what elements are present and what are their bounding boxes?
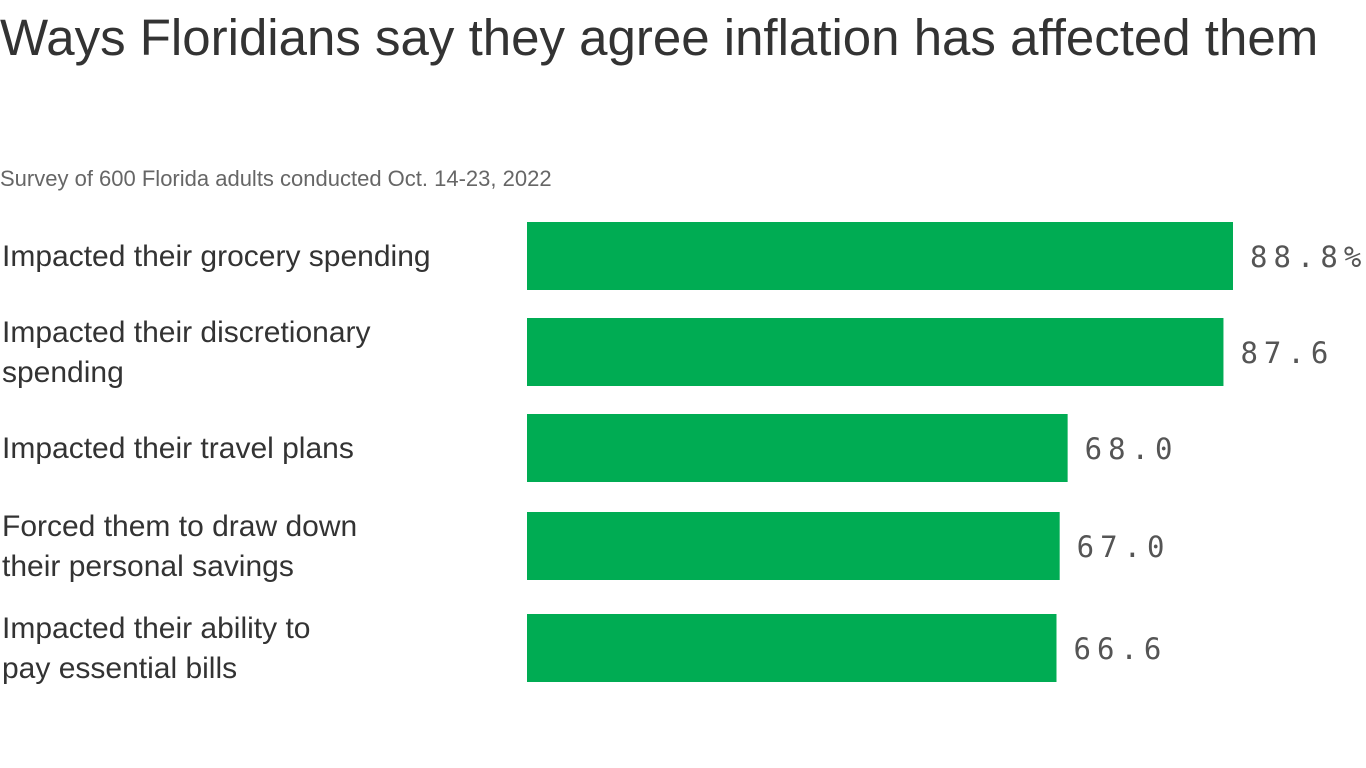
data-label: 66.6: [1074, 632, 1168, 666]
category-label: Impacted their ability to pay essential b…: [2, 612, 310, 685]
category-label: Forced them to draw down their personal s…: [2, 510, 357, 583]
chart-subtitle: Survey of 600 Florida adults conducted O…: [0, 166, 552, 191]
category-label: Impacted their travel plans: [2, 432, 354, 465]
category-label: Impacted their discretionary spending: [2, 316, 371, 389]
bar: [527, 318, 1224, 386]
bar: [527, 512, 1060, 580]
data-label: 68.0: [1085, 432, 1179, 466]
bar: [527, 414, 1068, 482]
data-label: 87.6: [1240, 336, 1334, 370]
bar: [527, 222, 1233, 290]
category-label: Impacted their grocery spending: [2, 240, 431, 273]
data-label: 88.8%: [1250, 240, 1366, 274]
chart-title: Ways Floridians say they agree inflation…: [0, 9, 1319, 66]
data-label: 67.0: [1077, 530, 1171, 564]
bar: [527, 614, 1057, 682]
